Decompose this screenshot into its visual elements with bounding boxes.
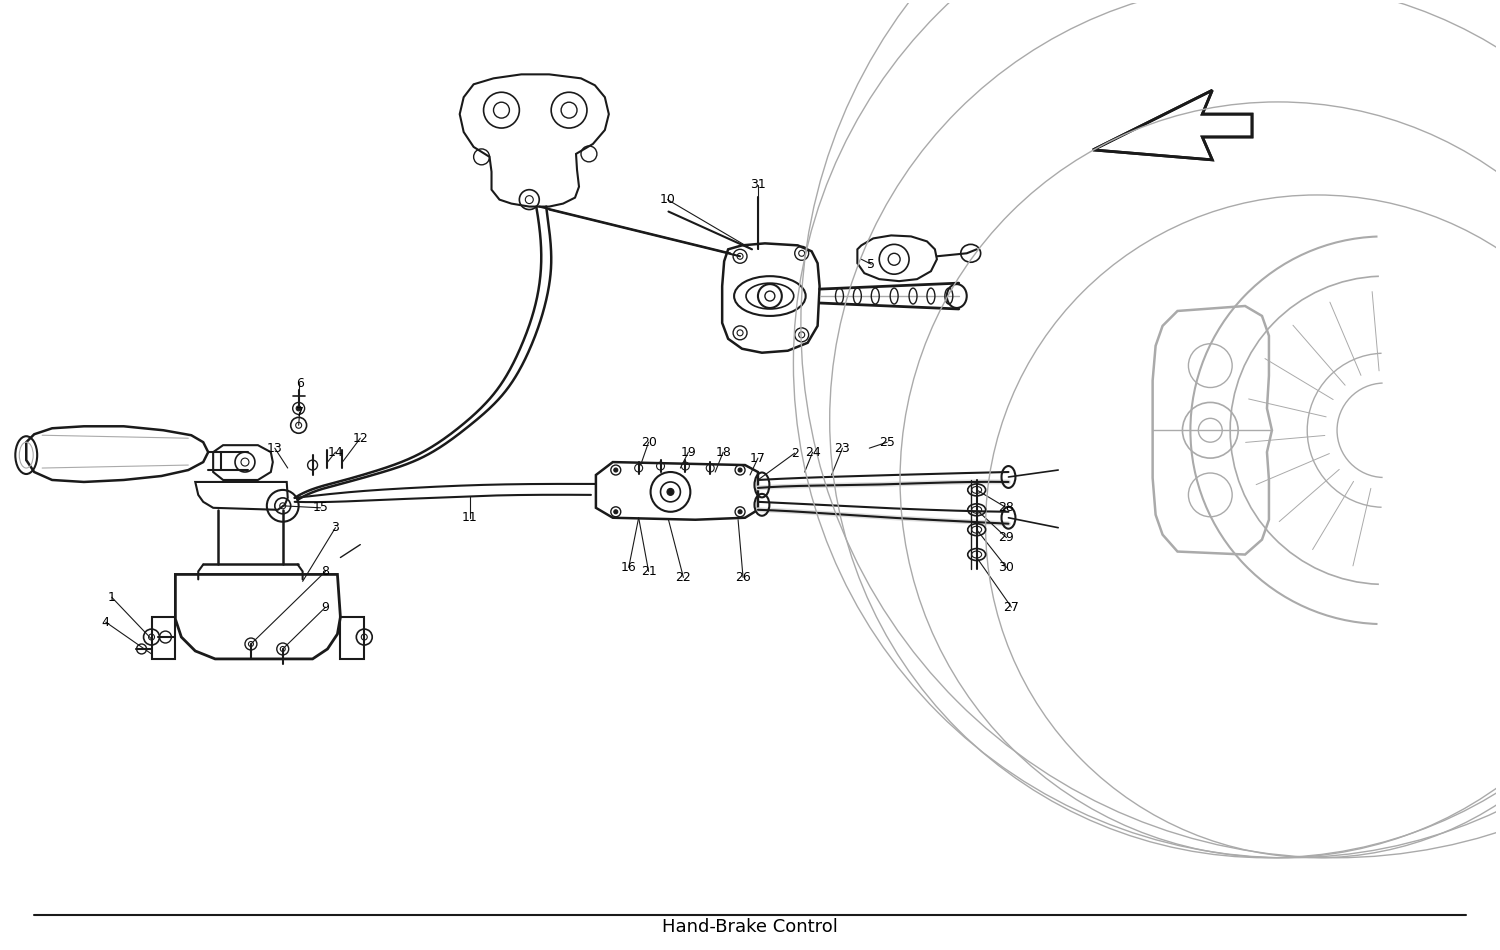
Text: 24: 24 [806,446,820,459]
Text: Hand-Brake Control: Hand-Brake Control [662,919,839,937]
Circle shape [296,406,302,411]
Polygon shape [1094,90,1252,160]
Circle shape [668,488,674,495]
Text: 10: 10 [660,193,675,206]
Text: 29: 29 [999,531,1014,544]
Text: 23: 23 [834,442,850,455]
Text: 17: 17 [750,451,766,465]
Circle shape [738,468,742,472]
Circle shape [614,468,618,472]
Text: 19: 19 [681,446,696,459]
Text: 5: 5 [867,257,876,271]
Text: 8: 8 [321,565,330,578]
Text: 28: 28 [999,502,1014,514]
Text: 13: 13 [267,442,282,455]
Text: 31: 31 [750,179,766,191]
Text: 26: 26 [735,571,752,584]
Text: 15: 15 [312,502,328,514]
Text: 3: 3 [332,522,339,534]
Text: 4: 4 [102,616,110,629]
Text: 9: 9 [321,600,330,614]
Text: 30: 30 [999,560,1014,574]
Text: 25: 25 [879,436,896,448]
Text: 21: 21 [640,565,657,578]
Text: 22: 22 [675,571,692,584]
Circle shape [614,510,618,514]
Text: 18: 18 [716,446,730,459]
Text: 12: 12 [352,431,368,445]
Text: 1: 1 [108,591,116,604]
Text: 7: 7 [296,406,303,419]
Text: 6: 6 [296,377,303,390]
Text: 20: 20 [640,436,657,448]
Circle shape [738,510,742,514]
Text: 14: 14 [327,446,344,459]
Text: 11: 11 [462,511,477,524]
Text: 16: 16 [621,560,636,574]
Text: 27: 27 [1004,600,1020,614]
Text: 2: 2 [790,446,798,460]
